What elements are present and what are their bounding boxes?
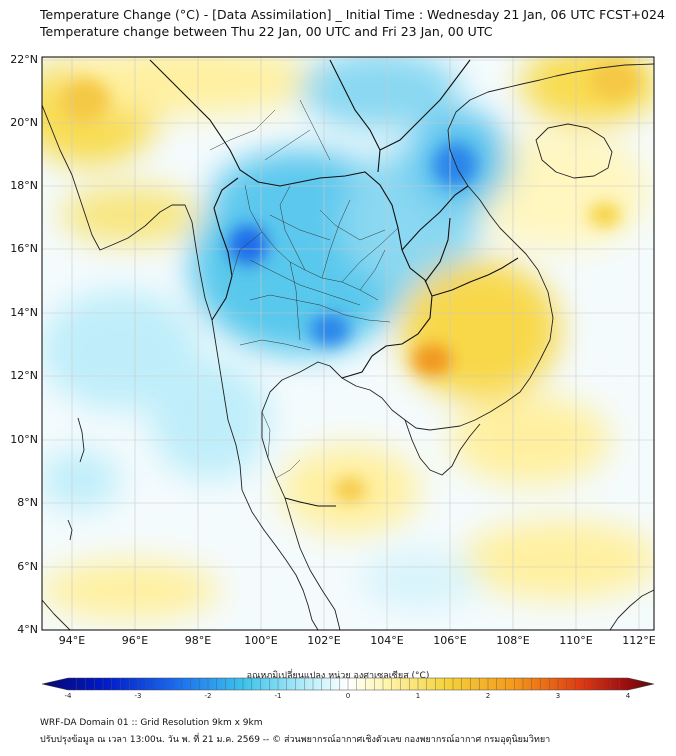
- map-frame: [41, 56, 655, 631]
- lat-tick-label: 14°N: [10, 306, 38, 319]
- colorbar-tick-label: 0: [345, 692, 351, 700]
- lon-tick-label: 100°E: [244, 634, 278, 647]
- colorbar-tick-label: -2: [204, 692, 212, 700]
- lon-tick-label: 96°E: [121, 634, 149, 647]
- lat-tick-label: 18°N: [10, 179, 38, 192]
- lat-tick-label: 8°N: [17, 496, 38, 509]
- colorbar-title: อุณหภูมิเปลี่ยนแปลง หน่วย องศาเซลเซียส (…: [246, 671, 430, 681]
- map-subtitle: Temperature change between Thu 22 Jan, 0…: [40, 24, 493, 39]
- lat-tick-label: 10°N: [10, 433, 38, 446]
- lon-tick-label: 110°E: [559, 634, 593, 647]
- footer-update-info: ปรับปรุงข้อมูล ณ เวลา 13:00น. วัน พ. ที่…: [40, 735, 551, 745]
- lon-tick-label: 108°E: [496, 634, 530, 647]
- colorbar-tick-label: 1: [415, 692, 421, 700]
- colorbar-tick-label: 4: [625, 692, 631, 700]
- country-borders: [149, 59, 519, 507]
- lat-tick-label: 4°N: [17, 623, 38, 636]
- colorbar-tick-label: -3: [134, 692, 142, 700]
- lon-tick-label: 112°E: [622, 634, 656, 647]
- lon-tick-label: 98°E: [184, 634, 212, 647]
- lon-tick-label: 106°E: [433, 634, 467, 647]
- colorbar-ticks: [76, 678, 620, 690]
- colorbar-tick-label: -1: [274, 692, 282, 700]
- colorbar-tick-label: -4: [64, 692, 72, 700]
- colorbar: [41, 677, 655, 691]
- lat-tick-label: 20°N: [10, 116, 38, 129]
- lon-tick-label: 104°E: [370, 634, 404, 647]
- province-borders: [209, 99, 399, 479]
- lon-tick-label: 102°E: [307, 634, 341, 647]
- footer-model-info: WRF-DA Domain 01 :: Grid Resolution 9km …: [40, 718, 263, 728]
- colorbar-tick-label: 2: [485, 692, 491, 700]
- coastline: [42, 63, 654, 630]
- lat-tick-label: 16°N: [10, 242, 38, 255]
- lat-tick-label: 6°N: [17, 560, 38, 573]
- map-title: Temperature Change (°C) - [Data Assimila…: [40, 7, 665, 22]
- lon-tick-label: 94°E: [58, 634, 86, 647]
- colorbar-tick-label: 3: [555, 692, 561, 700]
- lat-tick-label: 12°N: [10, 369, 38, 382]
- graticule: [42, 57, 654, 630]
- lat-tick-label: 22°N: [10, 53, 38, 66]
